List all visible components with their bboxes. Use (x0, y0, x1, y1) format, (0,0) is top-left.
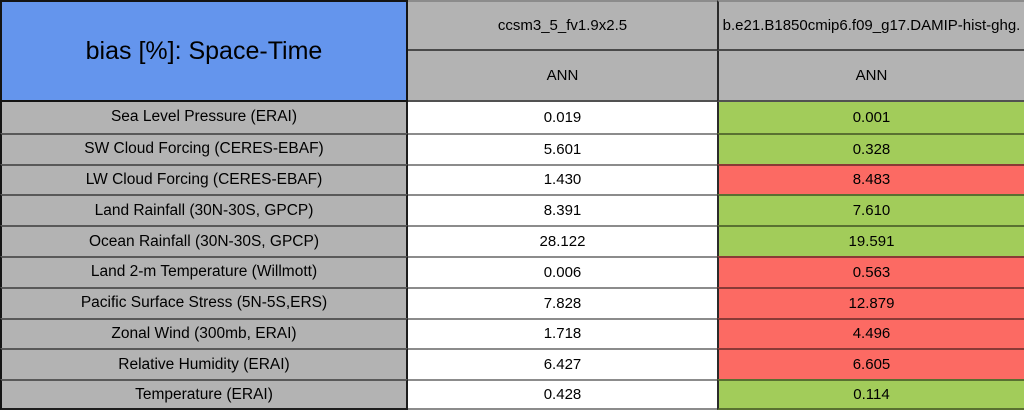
season-header-model-2: ANN (717, 51, 1024, 102)
row-label: Land 2-m Temperature (Willmott) (0, 255, 408, 287)
row-label: Ocean Rainfall (30N-30S, GPCP) (0, 225, 408, 256)
season-header-model-1: ANN (408, 51, 717, 102)
cell-model1-value: 0.428 (408, 379, 717, 410)
cell-model2-value: 8.483 (717, 163, 1024, 195)
cell-model2-value: 4.496 (717, 317, 1024, 349)
cell-model2-value: 12.879 (717, 286, 1024, 318)
cell-model1-value: 6.427 (408, 348, 717, 380)
cell-model2-value: 7.610 (717, 194, 1024, 226)
cell-model2-value: 0.563 (717, 255, 1024, 287)
row-label: Sea Level Pressure (ERAI) (0, 102, 408, 133)
cell-model2-value: 0.001 (717, 102, 1024, 133)
cell-model1-value: 1.718 (408, 317, 717, 349)
row-label: Pacific Surface Stress (5N-5S,ERS) (0, 286, 408, 318)
cell-model1-value: 5.601 (408, 132, 717, 164)
row-label: Zonal Wind (300mb, ERAI) (0, 317, 408, 349)
cell-model1-value: 7.828 (408, 286, 717, 318)
row-label: Temperature (ERAI) (0, 379, 408, 410)
row-label: LW Cloud Forcing (CERES-EBAF) (0, 163, 408, 195)
cell-model2-value: 0.114 (717, 379, 1024, 410)
cell-model1-value: 8.391 (408, 194, 717, 226)
cell-model2-value: 19.591 (717, 225, 1024, 256)
cell-model1-value: 1.430 (408, 163, 717, 195)
cell-model2-value: 0.328 (717, 132, 1024, 164)
row-label: SW Cloud Forcing (CERES-EBAF) (0, 132, 408, 164)
cell-model1-value: 0.006 (408, 255, 717, 287)
cell-model1-value: 0.019 (408, 102, 717, 133)
row-label: Relative Humidity (ERAI) (0, 348, 408, 380)
row-label: Land Rainfall (30N-30S, GPCP) (0, 194, 408, 226)
table-title: bias [%]: Space-Time (0, 0, 408, 102)
cell-model2-value: 6.605 (717, 348, 1024, 380)
column-header-model-2: b.e21.B1850cmip6.f09_g17.DAMIP-hist-ghg. (717, 0, 1024, 51)
cell-model1-value: 28.122 (408, 225, 717, 256)
column-header-model-1: ccsm3_5_fv1.9x2.5 (408, 0, 717, 51)
